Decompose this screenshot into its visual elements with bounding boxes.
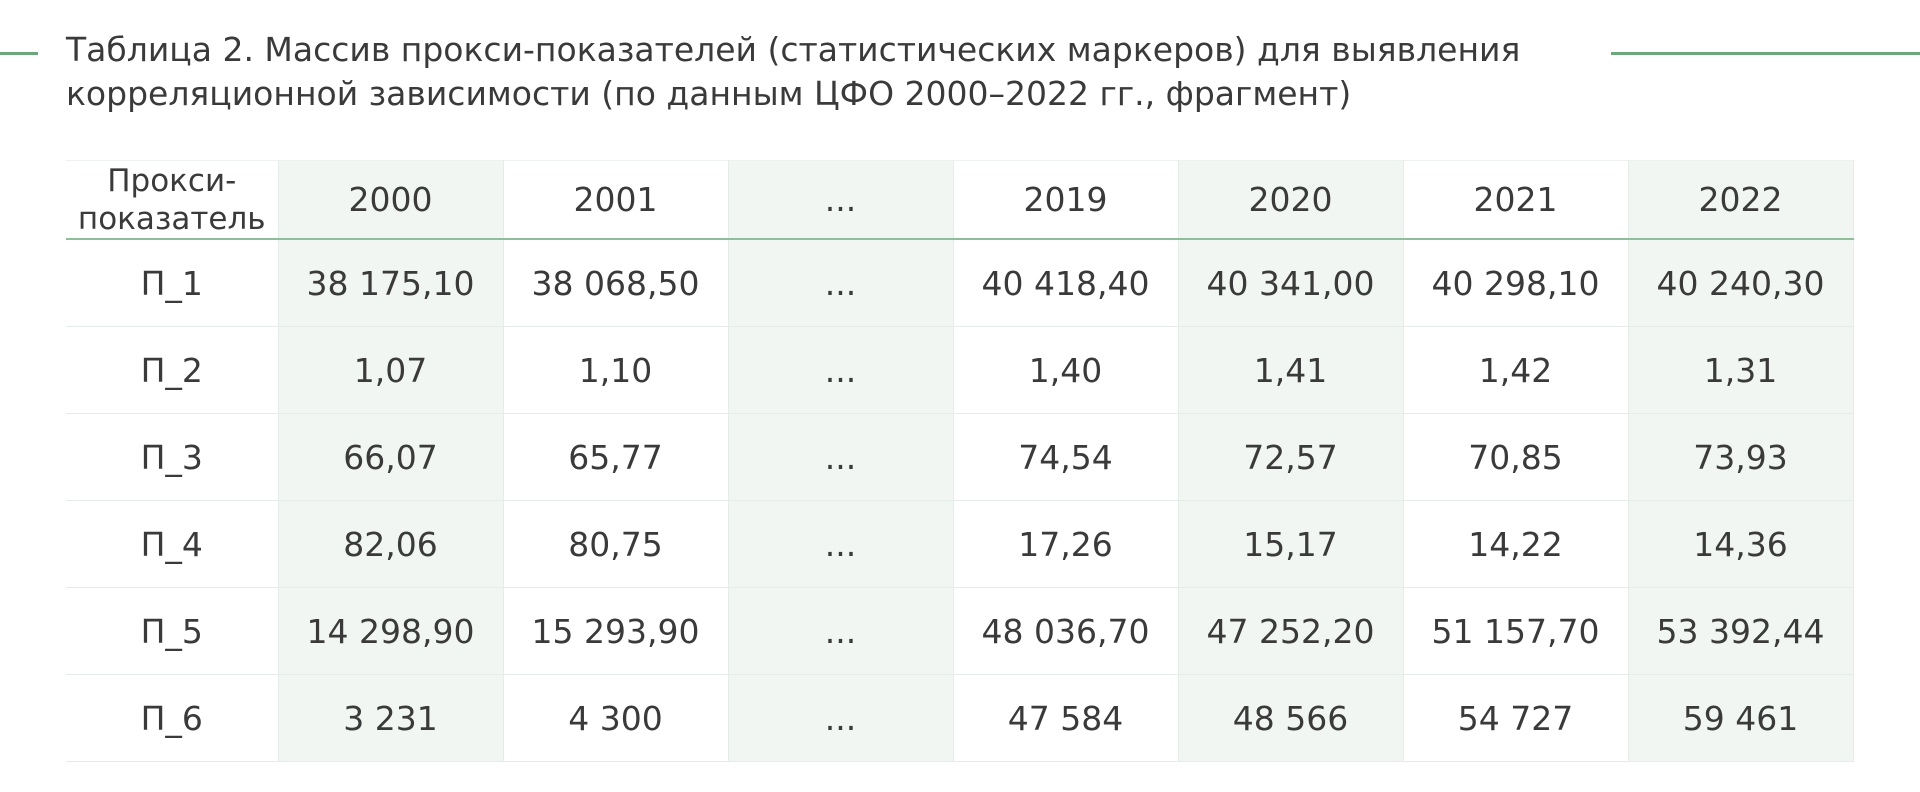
- table-cell: 40 298,10: [1403, 239, 1629, 327]
- header-year-2000: 2000: [278, 160, 504, 240]
- table-header-row: Прокси-показатель 2000 2001 ... 2019 202…: [66, 160, 1854, 240]
- table-cell: 47 584: [953, 674, 1179, 762]
- table-cell: 47 252,20: [1178, 587, 1404, 675]
- table-cell: 1,07: [278, 326, 504, 414]
- table-cell: 1,40: [953, 326, 1179, 414]
- table-cell: 1,10: [503, 326, 729, 414]
- table-cell: 15 293,90: [503, 587, 729, 675]
- table-cell: 40 418,40: [953, 239, 1179, 327]
- right-decorative-rule: [1611, 52, 1920, 55]
- table-cell: ...: [728, 326, 954, 414]
- header-year-2021: 2021: [1403, 160, 1629, 240]
- header-year-2001: 2001: [503, 160, 729, 240]
- table-cell: 14,22: [1403, 500, 1629, 588]
- table-cell: ...: [728, 674, 954, 762]
- table-cell: 70,85: [1403, 413, 1629, 501]
- row-label: П_3: [66, 413, 279, 501]
- table-cell: 1,31: [1628, 326, 1854, 414]
- table-cell: 4 300: [503, 674, 729, 762]
- header-year-2022: 2022: [1628, 160, 1854, 240]
- row-label: П_2: [66, 326, 279, 414]
- table-row: П_5 14 298,90 15 293,90 ... 48 036,70 47…: [66, 587, 1854, 675]
- table-cell: ...: [728, 239, 954, 327]
- table-cell: 82,06: [278, 500, 504, 588]
- table-cell: 40 341,00: [1178, 239, 1404, 327]
- table-cell: 3 231: [278, 674, 504, 762]
- proxy-indicators-table: Прокси-показатель 2000 2001 ... 2019 202…: [66, 160, 1854, 762]
- table-row: П_4 82,06 80,75 ... 17,26 15,17 14,22 14…: [66, 500, 1854, 588]
- table-row: П_6 3 231 4 300 ... 47 584 48 566 54 727…: [66, 674, 1854, 762]
- table-cell: 14 298,90: [278, 587, 504, 675]
- table-cell: 80,75: [503, 500, 729, 588]
- table-cell: ...: [728, 413, 954, 501]
- table-cell: 48 036,70: [953, 587, 1179, 675]
- table-cell: 1,41: [1178, 326, 1404, 414]
- table-cell: 48 566: [1178, 674, 1404, 762]
- table-cell: 38 175,10: [278, 239, 504, 327]
- table-cell: 74,54: [953, 413, 1179, 501]
- table-cell: 73,93: [1628, 413, 1854, 501]
- row-label: П_4: [66, 500, 279, 588]
- header-year-2019: 2019: [953, 160, 1179, 240]
- table-cell: 51 157,70: [1403, 587, 1629, 675]
- table-cell: 1,42: [1403, 326, 1629, 414]
- table-cell: 65,77: [503, 413, 729, 501]
- table-cell: 59 461: [1628, 674, 1854, 762]
- table-caption: Таблица 2. Массив прокси-показателей (ст…: [66, 30, 1521, 113]
- header-ellipsis: ...: [728, 160, 954, 240]
- table-cell: 38 068,50: [503, 239, 729, 327]
- table-cell: 14,36: [1628, 500, 1854, 588]
- table-cell: 40 240,30: [1628, 239, 1854, 327]
- row-label: П_5: [66, 587, 279, 675]
- table-cell: 72,57: [1178, 413, 1404, 501]
- row-label: П_1: [66, 239, 279, 327]
- table-row: П_2 1,07 1,10 ... 1,40 1,41 1,42 1,31: [66, 326, 1854, 414]
- table-cell: ...: [728, 500, 954, 588]
- table-row: П_1 38 175,10 38 068,50 ... 40 418,40 40…: [66, 239, 1854, 327]
- header-proxy-indicator: Прокси-показатель: [66, 160, 279, 240]
- table-cell: 66,07: [278, 413, 504, 501]
- table-cell: 54 727: [1403, 674, 1629, 762]
- left-decorative-rule: [0, 52, 38, 55]
- row-label: П_6: [66, 674, 279, 762]
- table-cell: 17,26: [953, 500, 1179, 588]
- table-cell: 15,17: [1178, 500, 1404, 588]
- table-cell: 53 392,44: [1628, 587, 1854, 675]
- header-year-2020: 2020: [1178, 160, 1404, 240]
- table-cell: ...: [728, 587, 954, 675]
- table-row: П_3 66,07 65,77 ... 74,54 72,57 70,85 73…: [66, 413, 1854, 501]
